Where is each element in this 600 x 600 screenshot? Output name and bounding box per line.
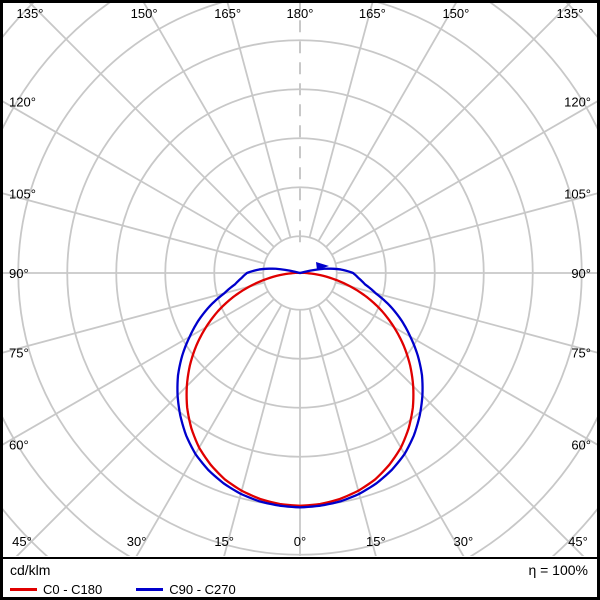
grid-radial-line <box>15 298 275 556</box>
angle-label: 135° <box>557 6 584 21</box>
angle-label: 30° <box>454 534 474 549</box>
angle-label: 75° <box>571 346 591 361</box>
grid-radial-line <box>331 290 597 446</box>
grid-radial-line <box>317 3 457 242</box>
grid-radial-line <box>325 298 585 556</box>
angle-label: 105° <box>9 186 36 201</box>
legend-bar: cd/klm η = 100% C0 - C180 C90 - C270 <box>0 557 600 600</box>
legend-line-sample-c0 <box>10 588 37 591</box>
grid-radial-line <box>308 308 377 556</box>
angle-label: 150° <box>442 6 469 21</box>
grid-radial-line <box>3 100 269 256</box>
angle-label: 180° <box>287 6 314 21</box>
legend-label-c90: C90 - C270 <box>169 582 236 597</box>
angle-label: 165° <box>359 6 386 21</box>
grid-radial-line <box>3 281 265 354</box>
grid-radial-line <box>3 192 265 265</box>
grid-radial-line <box>28 3 275 248</box>
legend-top-row: cd/klm η = 100% <box>10 562 588 578</box>
grid-radial-line <box>135 304 283 556</box>
angle-label: 150° <box>131 6 158 21</box>
curve-c90-c270 <box>176 267 424 509</box>
grid-radial-line <box>331 100 597 256</box>
legend-label-c0: C0 - C180 <box>43 582 103 597</box>
curve-direction-arrow-icon <box>316 262 329 270</box>
angle-label: 15° <box>366 534 386 549</box>
angle-label: 15° <box>214 534 234 549</box>
grid-radial-line <box>223 308 292 556</box>
angle-label: 90° <box>9 266 29 281</box>
legend-line-sample-c90 <box>136 588 164 591</box>
angle-label: 90° <box>571 266 591 281</box>
grid-radial-line <box>308 3 374 238</box>
angle-label: 30° <box>127 534 147 549</box>
eta-value: η = 100% <box>528 562 588 578</box>
grid-radial-line <box>335 281 597 354</box>
angle-label: 135° <box>17 6 44 21</box>
grid-radial-line <box>3 290 269 446</box>
curve-c0-c180 <box>185 271 415 507</box>
angle-label: 75° <box>9 346 29 361</box>
angle-label: 45° <box>12 534 32 549</box>
angle-label: 0° <box>294 534 306 549</box>
angle-label: 120° <box>564 95 591 110</box>
angle-label: 105° <box>564 186 591 201</box>
angle-label: 165° <box>214 6 241 21</box>
angle-label: 60° <box>9 437 29 452</box>
grid-radial-line <box>335 192 597 265</box>
grid-radial-line <box>143 3 283 242</box>
grid-radial-line <box>325 3 572 248</box>
angle-label: 45° <box>568 534 588 549</box>
plot-area <box>3 3 597 556</box>
polar-chart-svg: 0° 15° 15° 30° 30° 45° 45° 60° 60° 75° 75° 90° 90° 10… <box>3 3 597 556</box>
unit-label: cd/klm <box>10 562 51 578</box>
legend-series-row: C0 - C180 C90 - C270 <box>10 582 270 597</box>
grid-radial-line <box>226 3 292 238</box>
grid-radial-line <box>317 304 465 556</box>
angle-label: 120° <box>9 95 36 110</box>
angle-label: 60° <box>571 437 591 452</box>
